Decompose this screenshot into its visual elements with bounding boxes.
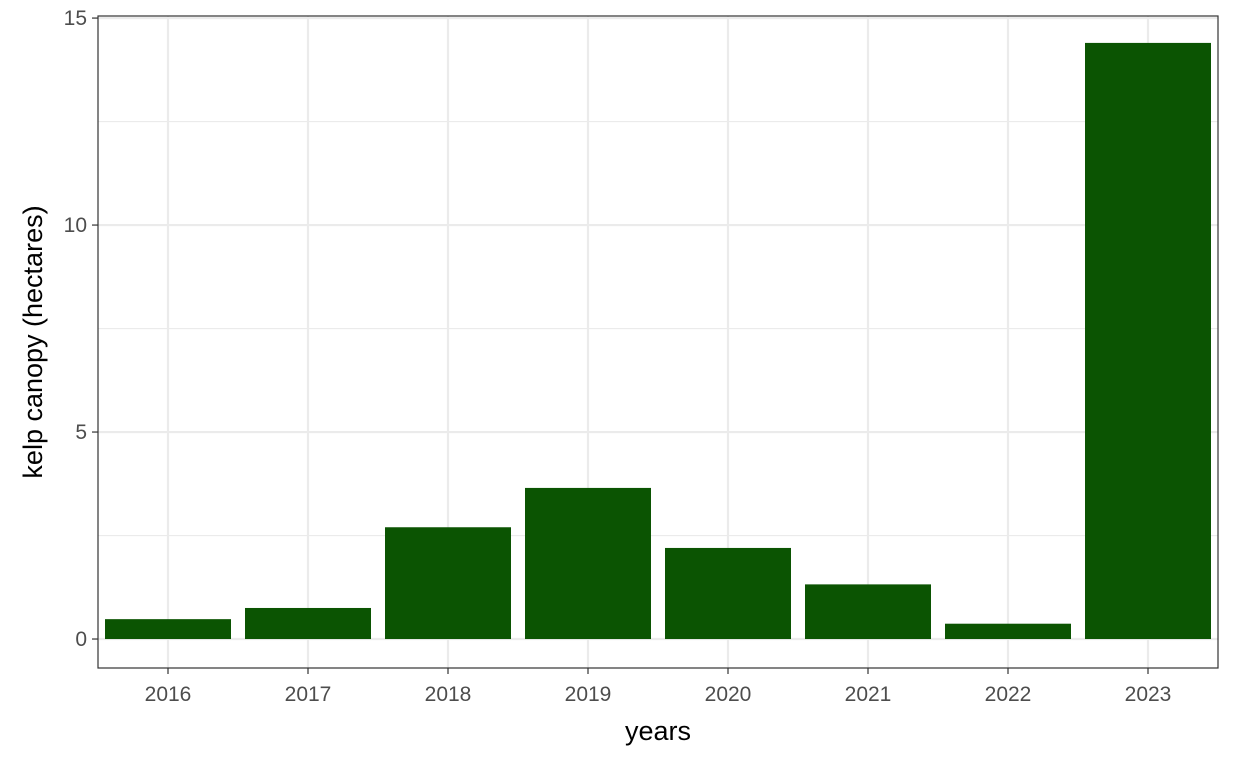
- bar-2018: [385, 527, 511, 640]
- x-axis-title: years: [625, 716, 691, 746]
- x-tick-label: 2020: [705, 683, 752, 706]
- x-tick-label: 2016: [145, 683, 192, 706]
- bar-2016: [105, 619, 231, 640]
- x-tick-label: 2022: [985, 683, 1032, 706]
- bar-2021: [805, 584, 931, 640]
- y-tick-label: 0: [75, 628, 87, 651]
- panel-border: [97, 15, 1219, 669]
- bar-2023: [1085, 42, 1211, 640]
- x-tick-label: 2023: [1125, 683, 1172, 706]
- bar-2017: [245, 607, 371, 640]
- y-tick-label: 15: [64, 7, 87, 30]
- bar-2022: [945, 623, 1071, 640]
- x-tick-label: 2017: [285, 683, 332, 706]
- x-tick-label: 2018: [425, 683, 472, 706]
- y-tick-label: 10: [64, 214, 87, 237]
- x-tick-label: 2021: [845, 683, 892, 706]
- y-tick-label: 5: [75, 421, 87, 444]
- grid-lines: [98, 16, 1218, 668]
- bar-2019: [525, 487, 651, 640]
- bars: [105, 42, 1211, 640]
- x-tick-label: 2019: [565, 683, 612, 706]
- y-axis: 0 5 10 15: [64, 7, 98, 651]
- x-axis: 2016 2017 2018 2019 2020 2021 2022 2023: [145, 668, 1172, 706]
- y-axis-title: kelp canopy (hectares): [18, 205, 48, 478]
- bar-2020: [665, 547, 791, 640]
